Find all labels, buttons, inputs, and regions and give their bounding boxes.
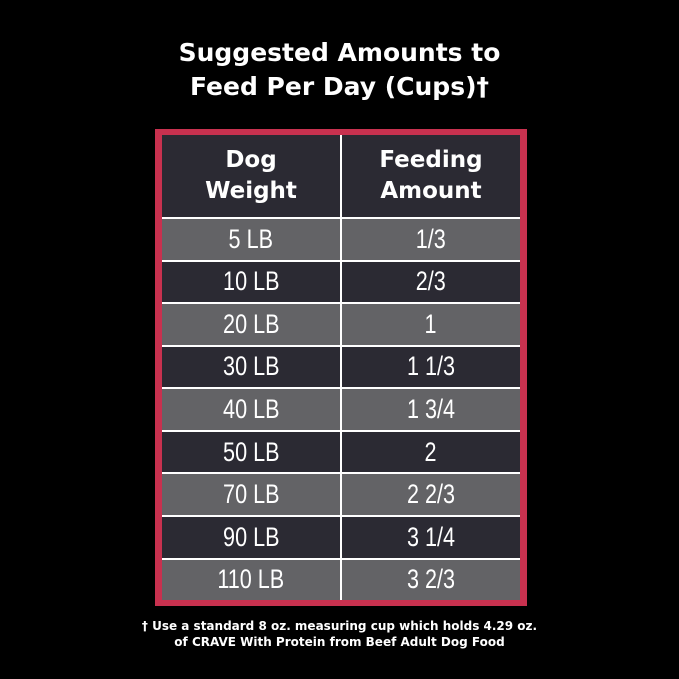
header-feeding-amount: Feeding Amount [342, 135, 520, 217]
cell-text: 5 LB [228, 223, 274, 254]
weight-cell: 110 LB [162, 559, 340, 601]
page-title: Suggested Amounts to Feed Per Day (Cups)… [0, 36, 679, 104]
header-dog-weight: Dog Weight [162, 135, 340, 217]
table-row: 70 LB 2 2/3 [162, 474, 520, 515]
table-header: Dog Weight Feeding Amount [162, 135, 520, 217]
cell-text: 1/3 [415, 223, 447, 254]
cell-text: 1 3/4 [406, 394, 456, 425]
header-text: Weight [205, 178, 297, 204]
title-line-1: Suggested Amounts to [178, 38, 501, 67]
cell-text: 2/3 [415, 266, 447, 297]
weight-cell: 40 LB [162, 389, 340, 430]
cell-text: 2 [424, 436, 438, 467]
weight-cell: 20 LB [162, 304, 340, 345]
cell-text: 3 2/3 [406, 564, 456, 595]
table-row: 110 LB 3 2/3 [162, 559, 520, 601]
table-row: 90 LB 3 1/4 [162, 516, 520, 558]
cell-text: 30 LB [222, 351, 280, 382]
amount-cell: 2/3 [342, 261, 520, 303]
amount-cell: 1 [342, 304, 520, 345]
table-row: 5 LB 1/3 [162, 219, 520, 260]
weight-cell: 30 LB [162, 346, 340, 388]
table-row: 30 LB 1 1/3 [162, 346, 520, 388]
cell-text: 1 1/3 [406, 351, 456, 382]
footnote: † Use a standard 8 oz. measuring cup whi… [0, 618, 679, 650]
header-text: Feeding [379, 147, 483, 173]
weight-cell: 10 LB [162, 261, 340, 303]
table-row: 50 LB 2 [162, 431, 520, 473]
cell-text: 20 LB [222, 308, 280, 339]
title-line-2: Feed Per Day (Cups)† [189, 72, 489, 101]
cell-text: 3 1/4 [406, 521, 456, 552]
weight-cell: 50 LB [162, 431, 340, 473]
amount-cell: 2 [342, 431, 520, 473]
weight-cell: 5 LB [162, 219, 340, 260]
weight-cell: 90 LB [162, 516, 340, 558]
cell-text: 50 LB [222, 436, 280, 467]
cell-text: 110 LB [217, 564, 285, 595]
footnote-line-2: of CRAVE With Protein from Beef Adult Do… [174, 635, 505, 649]
cell-text: 90 LB [222, 521, 280, 552]
table-row: 10 LB 2/3 [162, 261, 520, 303]
amount-cell: 3 2/3 [342, 559, 520, 601]
amount-cell: 1/3 [342, 219, 520, 260]
cell-text: 1 [424, 308, 438, 339]
cell-text: 2 2/3 [406, 479, 456, 510]
cell-text: 70 LB [222, 479, 280, 510]
amount-cell: 1 1/3 [342, 346, 520, 388]
table-row: 20 LB 1 [162, 304, 520, 345]
cell-text: 40 LB [222, 394, 280, 425]
header-text: Amount [380, 178, 482, 204]
feeding-table: Dog Weight Feeding Amount 5 LB 1/3 10 LB 2/3 2… [162, 135, 520, 601]
amount-cell: 1 3/4 [342, 389, 520, 430]
cell-text: 10 LB [222, 266, 280, 297]
weight-cell: 70 LB [162, 474, 340, 515]
table-row: 40 LB 1 3/4 [162, 389, 520, 430]
header-text: Dog [225, 147, 277, 173]
amount-cell: 3 1/4 [342, 516, 520, 558]
footnote-line-1: † Use a standard 8 oz. measuring cup whi… [141, 619, 538, 633]
amount-cell: 2 2/3 [342, 474, 520, 515]
